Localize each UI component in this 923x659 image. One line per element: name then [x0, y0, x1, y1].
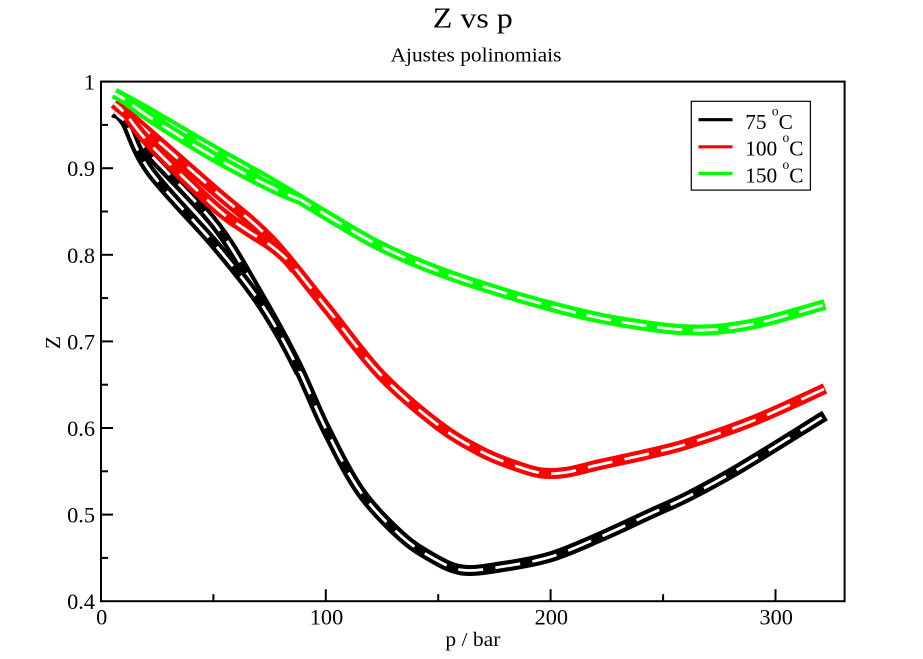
- svg-text:100: 100: [310, 605, 343, 630]
- svg-text:Z: Z: [41, 336, 65, 349]
- svg-text:300: 300: [759, 605, 792, 630]
- svg-text:0.7: 0.7: [67, 329, 95, 354]
- svg-text:p / bar: p / bar: [445, 629, 500, 651]
- svg-text:0.9: 0.9: [67, 156, 95, 181]
- svg-text:Ajustes polinomiais: Ajustes polinomiais: [391, 44, 562, 66]
- svg-text:0.8: 0.8: [67, 243, 95, 268]
- svg-text:0.5: 0.5: [67, 503, 95, 528]
- svg-text:0.6: 0.6: [67, 416, 95, 441]
- svg-text:0: 0: [96, 605, 107, 630]
- svg-text:Z vs p: Z vs p: [433, 4, 513, 35]
- svg-text:1: 1: [84, 70, 95, 95]
- svg-text:0.4: 0.4: [67, 589, 95, 614]
- svg-text:200: 200: [535, 605, 568, 630]
